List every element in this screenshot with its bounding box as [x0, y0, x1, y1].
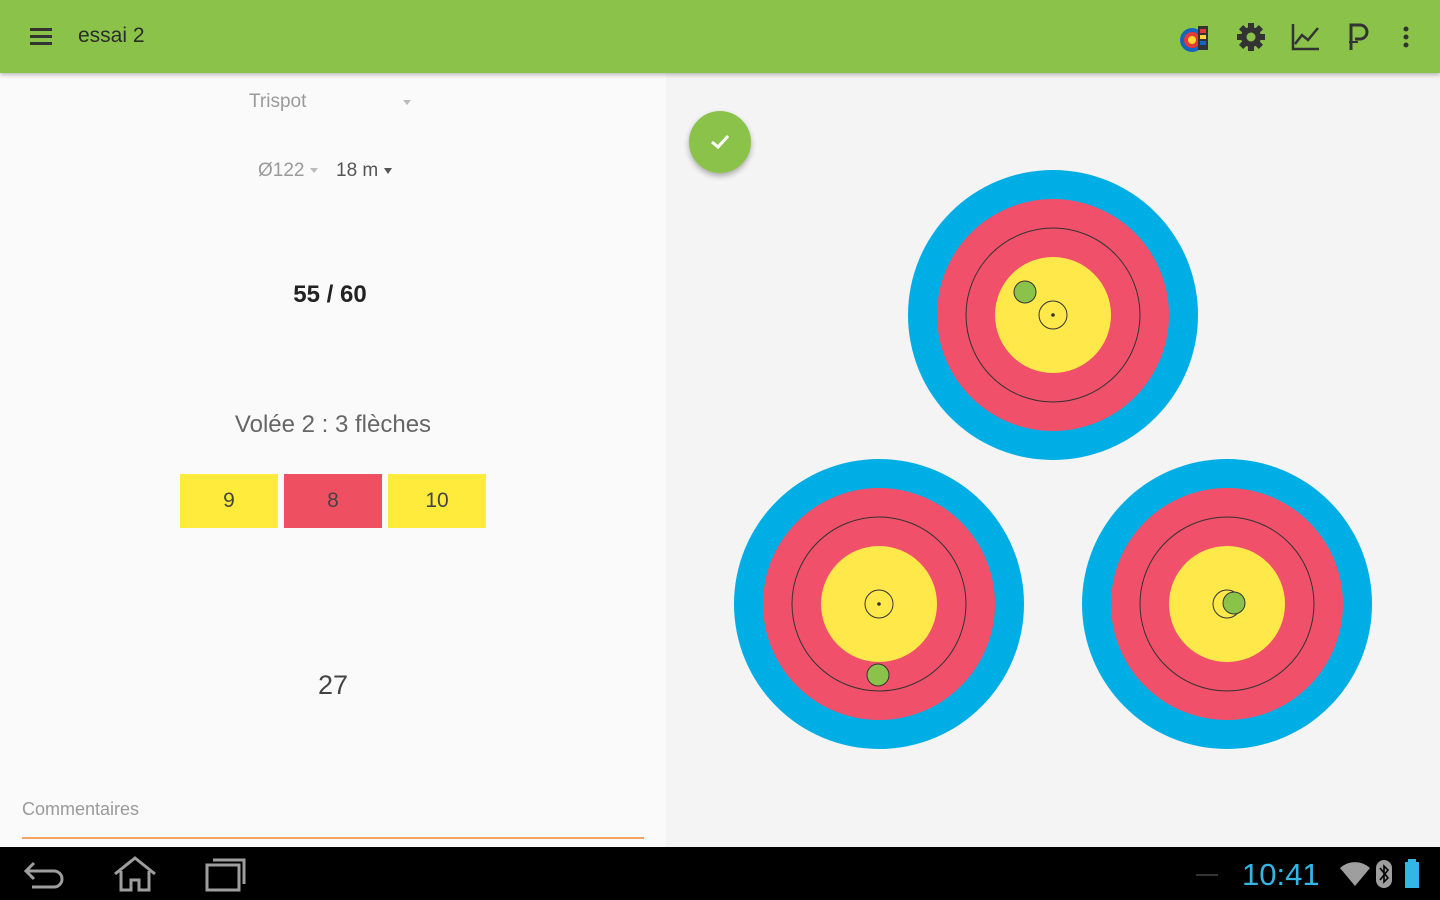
target-face-bottom-left[interactable] [734, 459, 1024, 749]
arrow-impact[interactable] [1013, 280, 1037, 304]
distance-value: 18 m [336, 160, 379, 181]
target-type-value: Trispot [249, 91, 307, 112]
ring-line [791, 516, 967, 692]
arrow-score-cell[interactable]: 8 [284, 474, 382, 528]
ring-line [965, 227, 1141, 403]
diameter-spinner[interactable]: Ø122 [258, 160, 319, 182]
dropdown-caret-icon [384, 167, 393, 174]
end-sum: 27 [317, 670, 349, 700]
target-scoreboard-icon[interactable] [1178, 20, 1212, 54]
ring-line [1139, 516, 1315, 692]
comment-input[interactable] [22, 781, 644, 839]
arrow-impact[interactable] [1222, 591, 1246, 615]
bluetooth-icon [1376, 860, 1392, 888]
distance-spinner[interactable]: 18 m [336, 160, 393, 182]
target-type-spinner[interactable]: Trispot [249, 91, 419, 113]
arrow-impact[interactable] [866, 663, 890, 687]
total-score: 55 / 60 [293, 281, 367, 308]
check-icon [711, 134, 730, 150]
home-icon[interactable] [110, 855, 160, 893]
target-face-top[interactable] [908, 170, 1198, 460]
battery-icon [1405, 859, 1419, 888]
status-clock: 10:41 [1242, 857, 1320, 892]
settings-gear-icon[interactable] [1234, 20, 1268, 54]
statistics-chart-icon[interactable] [1288, 20, 1322, 54]
center-dot [1051, 313, 1055, 317]
notification-separator [1196, 874, 1218, 876]
wifi-icon [1340, 862, 1370, 886]
parking-icon[interactable] [1342, 20, 1376, 54]
ring-x [1038, 300, 1068, 330]
validate-end-button[interactable] [689, 111, 751, 173]
ring-x [864, 589, 894, 619]
hamburger-menu-icon[interactable] [26, 22, 56, 52]
target-face-bottom-right[interactable] [1082, 459, 1372, 749]
dropdown-caret-icon [403, 100, 411, 105]
arrow-scores: 9 8 10 [180, 474, 486, 528]
arrow-score-cell[interactable]: 10 [388, 474, 486, 528]
app-title: essai 2 [78, 24, 145, 47]
diameter-value: Ø122 [258, 160, 305, 181]
app-bar: essai 2 [0, 0, 1440, 73]
overflow-menu-icon[interactable] [1392, 20, 1420, 54]
recent-apps-icon[interactable] [200, 855, 250, 893]
score-panel: Trispot Ø122 18 m 55 / 60 Volée 2 : 3 fl… [0, 73, 666, 847]
back-icon[interactable] [20, 855, 70, 893]
end-label: Volée 2 : 3 flèches [234, 411, 432, 438]
system-navigation-bar: 10:41 [0, 847, 1440, 900]
dropdown-caret-icon [310, 168, 319, 174]
arrow-score-cell[interactable]: 9 [180, 474, 278, 528]
center-dot [877, 602, 881, 606]
